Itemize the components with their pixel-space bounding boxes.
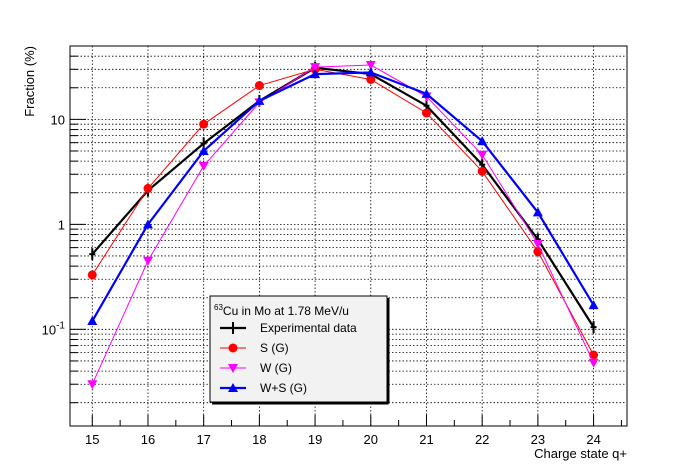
axis-ticks: 15 16 17 18 19 20 21 22 23 24 10-1 1 10 <box>42 45 622 447</box>
x-tick-label: 19 <box>308 432 322 447</box>
data-point <box>143 183 153 193</box>
legend: 63Cu in Mo at 1.78 MeV/u Experimental dat… <box>209 295 390 405</box>
x-tick-label: 21 <box>419 432 433 447</box>
data-point <box>142 256 153 266</box>
data-point <box>477 150 488 160</box>
plot-frame <box>69 45 628 427</box>
x-tick-label: 23 <box>531 432 545 447</box>
data-point <box>421 108 431 118</box>
x-tick-label: 17 <box>196 432 210 447</box>
x-tick-label: 24 <box>586 432 600 447</box>
series-3 <box>87 67 599 326</box>
series-line <box>91 66 595 328</box>
series-line <box>91 64 595 385</box>
series-line <box>91 71 595 322</box>
data-point <box>532 207 543 217</box>
data-point <box>588 358 599 368</box>
legend-header: 63Cu in Mo at 1.78 MeV/u <box>214 303 349 318</box>
data-point <box>87 270 97 280</box>
data-point <box>142 219 153 229</box>
legend-entry: S (G) <box>260 341 289 355</box>
data-point <box>532 239 543 249</box>
legend-box <box>209 295 388 403</box>
x-tick-label: 18 <box>252 432 266 447</box>
data-point <box>310 63 321 73</box>
data-point <box>198 161 209 171</box>
data-point <box>198 145 209 155</box>
legend-entry: W (G) <box>260 361 292 375</box>
data-point <box>366 74 376 84</box>
series-line <box>91 68 595 356</box>
legend-swatch-marker <box>228 383 238 392</box>
data-point <box>365 60 376 70</box>
x-tick-label: 20 <box>364 432 378 447</box>
legend-entry: Experimental data <box>260 321 357 335</box>
x-tick-label: 15 <box>85 432 99 447</box>
data-point <box>254 95 265 105</box>
y-axis-label: Fraction (%) <box>22 46 37 117</box>
y-tick-label: 1 <box>58 217 65 232</box>
data-point <box>588 300 599 310</box>
y-tick-label: 10 <box>51 112 65 127</box>
x-tick-label: 22 <box>475 432 489 447</box>
data-point <box>199 119 209 129</box>
data-point <box>477 136 488 146</box>
x-axis-label: Charge state q+ <box>534 446 627 461</box>
data-point <box>254 81 264 91</box>
x-tick-label: 16 <box>141 432 155 447</box>
legend-swatch-marker <box>228 364 238 373</box>
data-point <box>365 67 376 77</box>
y-tick-label: 10-1 <box>42 320 66 337</box>
series-group <box>87 60 599 390</box>
data-point <box>477 166 487 176</box>
data-point <box>310 69 321 79</box>
legend-swatch-marker <box>228 343 238 353</box>
data-point <box>87 316 98 326</box>
data-point <box>421 88 432 98</box>
legend-entry: W+S (G) <box>260 381 307 395</box>
data-point <box>87 380 98 390</box>
